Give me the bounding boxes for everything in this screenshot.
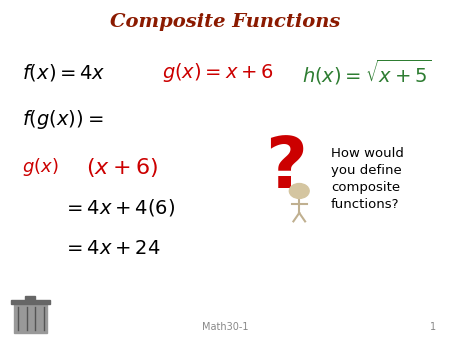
Text: $h(x) = \sqrt{x+5}$: $h(x) = \sqrt{x+5}$ <box>302 58 431 87</box>
Text: How would
you define
composite
functions?: How would you define composite functions… <box>331 147 404 211</box>
Text: $g(x) = x+6$: $g(x) = x+6$ <box>162 61 274 84</box>
Text: $= 4x + 24$: $= 4x + 24$ <box>63 239 161 258</box>
Text: $= 4x + 4(6)$: $= 4x + 4(6)$ <box>63 197 175 218</box>
Circle shape <box>289 184 309 198</box>
Text: $(x+6)$: $(x+6)$ <box>86 156 158 179</box>
Bar <box>14 304 47 333</box>
Bar <box>25 296 36 300</box>
Text: $f(g(x)) =$: $f(g(x)) =$ <box>22 108 104 131</box>
Text: ?: ? <box>265 135 307 203</box>
Text: $f(x) = 4x$: $f(x) = 4x$ <box>22 62 106 83</box>
Text: Math30-1: Math30-1 <box>202 322 248 332</box>
Text: $g(x)$: $g(x)$ <box>22 156 59 178</box>
Text: Composite Functions: Composite Functions <box>110 13 340 31</box>
Bar <box>11 300 50 304</box>
Text: 1: 1 <box>430 322 436 332</box>
